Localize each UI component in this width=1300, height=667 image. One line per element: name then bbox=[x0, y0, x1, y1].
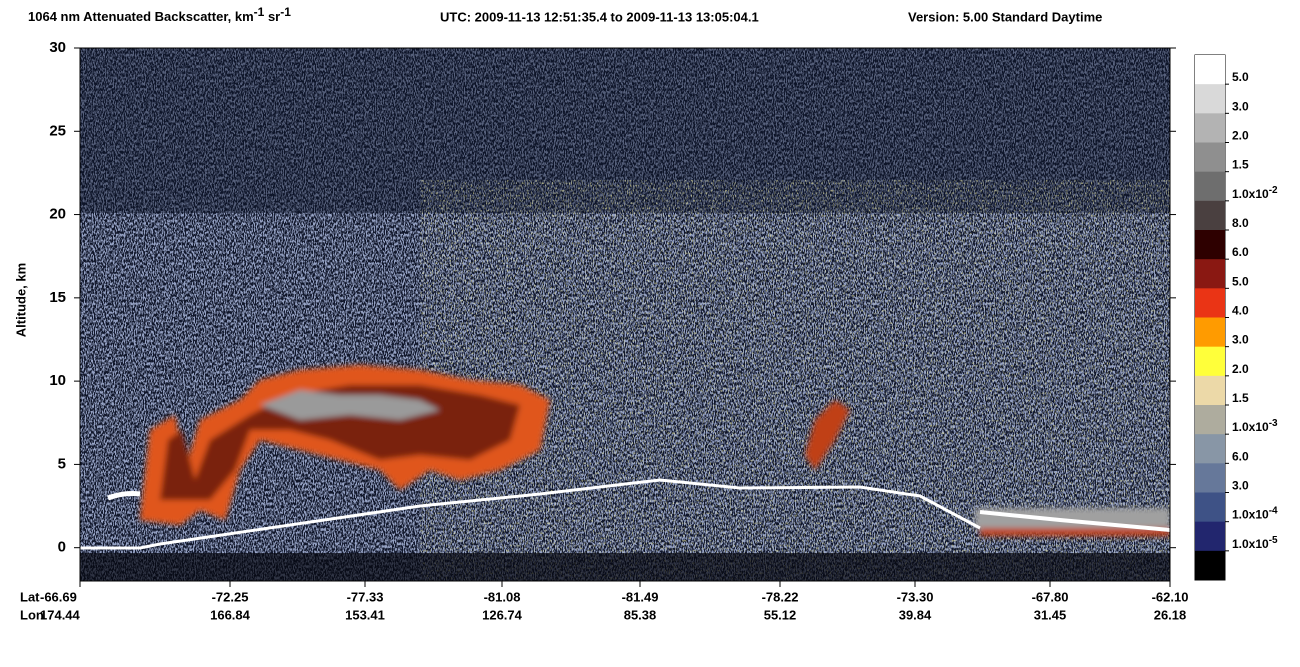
x-tick-label: 153.41 bbox=[345, 607, 385, 622]
surface-return bbox=[80, 478, 981, 550]
colorbar-label: 1.5 bbox=[1232, 158, 1249, 172]
x-tick-label: -62.10 bbox=[1152, 589, 1189, 604]
colorbar-label: 1.0x10-3 bbox=[1232, 418, 1278, 435]
x-tick-label: -72.25 bbox=[212, 589, 249, 604]
colorbar-label: 8.0 bbox=[1232, 216, 1249, 230]
colorbar-label-text: 5.0 bbox=[1232, 70, 1249, 84]
colorbar-label-text: 2.0 bbox=[1232, 129, 1249, 143]
colorbar-label-exponent: -4 bbox=[1269, 505, 1278, 516]
colorbar-swatch bbox=[1195, 230, 1225, 260]
x-tick-label: 174.44 bbox=[40, 607, 81, 622]
colorbar-label-text: 5.0 bbox=[1232, 275, 1249, 289]
colorbar-swatch bbox=[1195, 463, 1225, 493]
colorbar-label-exponent: -3 bbox=[1269, 418, 1278, 429]
colorbar-label-text: 1.0x10 bbox=[1232, 537, 1269, 551]
x-tick-label: -77.33 bbox=[347, 589, 384, 604]
y-tick-label: 5 bbox=[58, 455, 66, 472]
colorbar-label: 2.0 bbox=[1232, 362, 1249, 376]
x-tick-label: 31.45 bbox=[1034, 607, 1067, 622]
colorbar-label-text: 8.0 bbox=[1232, 216, 1249, 230]
colorbar-swatch bbox=[1195, 259, 1225, 289]
colorbar-label-text: 4.0 bbox=[1232, 304, 1249, 318]
cloud-core bbox=[160, 385, 520, 500]
colorbar-swatch bbox=[1195, 346, 1225, 377]
utc-range: UTC: 2009-11-13 12:51:35.4 to 2009-11-13… bbox=[440, 9, 759, 24]
x-tick-label: -81.49 bbox=[622, 589, 659, 604]
x-tick-label: 166.84 bbox=[210, 607, 251, 622]
colorbar-label: 3.0 bbox=[1232, 479, 1249, 493]
colorbar-swatch bbox=[1195, 521, 1225, 552]
plot-area bbox=[80, 48, 1170, 581]
colorbar-label: 5.0 bbox=[1232, 70, 1249, 84]
x-tick-label: 39.84 bbox=[899, 607, 932, 622]
x-tick-label: 55.12 bbox=[764, 607, 797, 622]
colorbar-label: 1.0x10-4 bbox=[1232, 505, 1278, 522]
colorbar-label-text: 6.0 bbox=[1232, 245, 1249, 259]
colorbar-label: 6.0 bbox=[1232, 450, 1249, 464]
colorbar-swatch bbox=[1195, 55, 1225, 85]
cloud-dense bbox=[260, 390, 440, 420]
colorbar-label: 2.0 bbox=[1232, 129, 1249, 143]
colorbar-label-text: 1.5 bbox=[1232, 158, 1249, 172]
lat-label: Lat bbox=[20, 589, 40, 604]
y-tick-label: 20 bbox=[49, 206, 66, 223]
plot-frame bbox=[79, 47, 1171, 582]
colorbar-label-text: 1.0x10 bbox=[1232, 508, 1269, 522]
colorbar-swatch bbox=[1195, 434, 1225, 464]
colorbar-label-text: 1.5 bbox=[1232, 391, 1249, 405]
x-tick-label: -66.69 bbox=[40, 589, 77, 604]
colorbar-swatch bbox=[1195, 171, 1225, 202]
x-tick-label: 85.38 bbox=[624, 607, 657, 622]
colorbar-label-text: 1.0x10 bbox=[1232, 187, 1269, 201]
cloud-small bbox=[805, 400, 850, 470]
colorbar-label: 3.0 bbox=[1232, 333, 1249, 347]
colorbar-label-text: 3.0 bbox=[1232, 100, 1249, 114]
colorbar-label-text: 2.0 bbox=[1232, 362, 1249, 376]
chart-title: 1064 nm Attenuated Backscatter, km-1 sr-… bbox=[28, 5, 291, 24]
y-tick-label: 15 bbox=[49, 289, 66, 306]
colorbar-label-exponent: -5 bbox=[1269, 534, 1278, 545]
y-tick-label: 25 bbox=[49, 122, 66, 139]
cloud-layer bbox=[140, 365, 1170, 536]
colorbar-swatch bbox=[1195, 142, 1225, 173]
colorbar-swatch bbox=[1195, 288, 1225, 318]
x-tick-label: -73.30 bbox=[897, 589, 934, 604]
colorbar-swatch bbox=[1195, 84, 1225, 114]
x-tick-label: -67.80 bbox=[1032, 589, 1069, 604]
surface-return bbox=[107, 491, 141, 501]
below-surface bbox=[80, 553, 1170, 581]
x-tick-label: -78.22 bbox=[762, 589, 799, 604]
colorbar-swatch bbox=[1195, 317, 1225, 348]
y-tick-label: 0 bbox=[58, 539, 66, 556]
y-tick-label: 10 bbox=[49, 372, 66, 389]
surface-return bbox=[979, 510, 1170, 532]
colorbar-label: 1.0x10-2 bbox=[1232, 184, 1278, 201]
colorbar-label: 6.0 bbox=[1232, 245, 1249, 259]
colorbar-swatch bbox=[1195, 200, 1225, 231]
colorbar-swatch bbox=[1195, 492, 1225, 523]
colorbar-label-text: 3.0 bbox=[1232, 333, 1249, 347]
version: Version: 5.00 Standard Daytime bbox=[908, 9, 1102, 24]
x-tick-label: 126.74 bbox=[482, 607, 523, 622]
x-tick-label: 26.18 bbox=[1154, 607, 1187, 622]
colorbar-label: 1.5 bbox=[1232, 391, 1249, 405]
colorbar-label: 1.0x10-5 bbox=[1232, 534, 1278, 551]
colorbar-label-text: 1.0x10 bbox=[1232, 420, 1269, 434]
lon-label: Lon bbox=[20, 607, 44, 622]
colorbar-label: 4.0 bbox=[1232, 304, 1249, 318]
colorbar-label-exponent: -2 bbox=[1269, 184, 1278, 195]
colorbar-swatch bbox=[1195, 113, 1225, 143]
y-axis-label: Altitude, km bbox=[13, 263, 28, 337]
colorbar-label: 3.0 bbox=[1232, 100, 1249, 114]
colorbar-label-text: 3.0 bbox=[1232, 479, 1249, 493]
colorbar-swatch bbox=[1195, 550, 1225, 581]
low-cloud-edge bbox=[980, 528, 1170, 536]
colorbar-swatch bbox=[1195, 405, 1225, 435]
x-tick-label: -81.08 bbox=[484, 589, 521, 604]
colorbar-label-text: 6.0 bbox=[1232, 450, 1249, 464]
y-tick-label: 30 bbox=[49, 39, 66, 56]
colorbar-label: 5.0 bbox=[1232, 275, 1249, 289]
colorbar-swatch bbox=[1195, 375, 1225, 406]
